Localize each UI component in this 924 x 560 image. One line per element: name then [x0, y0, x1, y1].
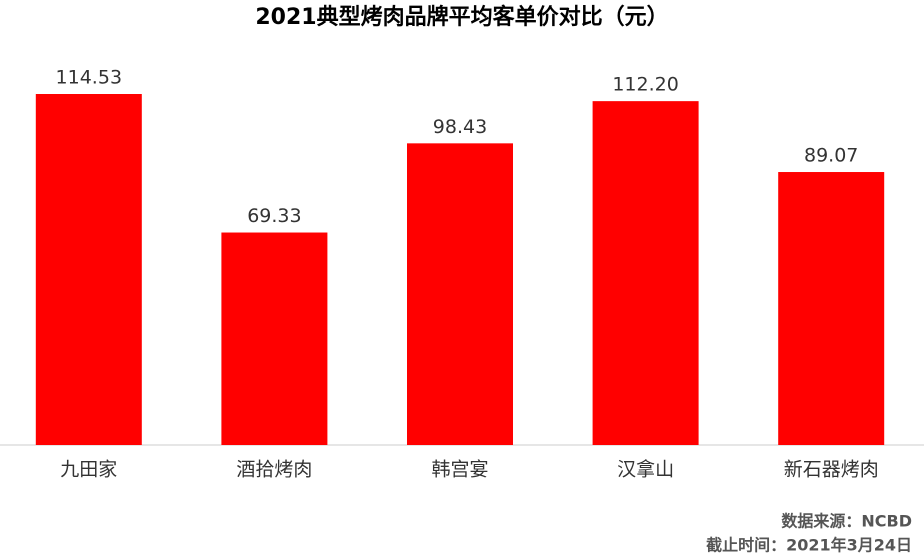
bar — [221, 232, 328, 445]
bar — [592, 101, 699, 445]
date-note: 截止时间：2021年3月24日 — [706, 536, 912, 555]
bar — [778, 172, 885, 446]
x-tick-label: 酒拾烤肉 — [236, 459, 312, 481]
x-tick-label: 九田家 — [60, 459, 117, 481]
chart-title: 2021典型烤肉品牌平均客单价对比（元） — [255, 4, 668, 30]
value-label: 114.53 — [56, 67, 122, 89]
x-tick-label: 新石器烤肉 — [784, 459, 879, 481]
x-tick-label: 韩宫宴 — [431, 458, 488, 481]
value-label: 89.07 — [804, 145, 858, 167]
x-tick-label: 汉拿山 — [617, 458, 674, 481]
value-label: 98.43 — [433, 116, 487, 138]
value-label: 69.33 — [247, 205, 301, 227]
source-note: 数据来源：NCBD — [781, 512, 912, 531]
bar — [407, 143, 513, 445]
bar — [35, 94, 142, 445]
value-label: 112.20 — [612, 74, 678, 96]
